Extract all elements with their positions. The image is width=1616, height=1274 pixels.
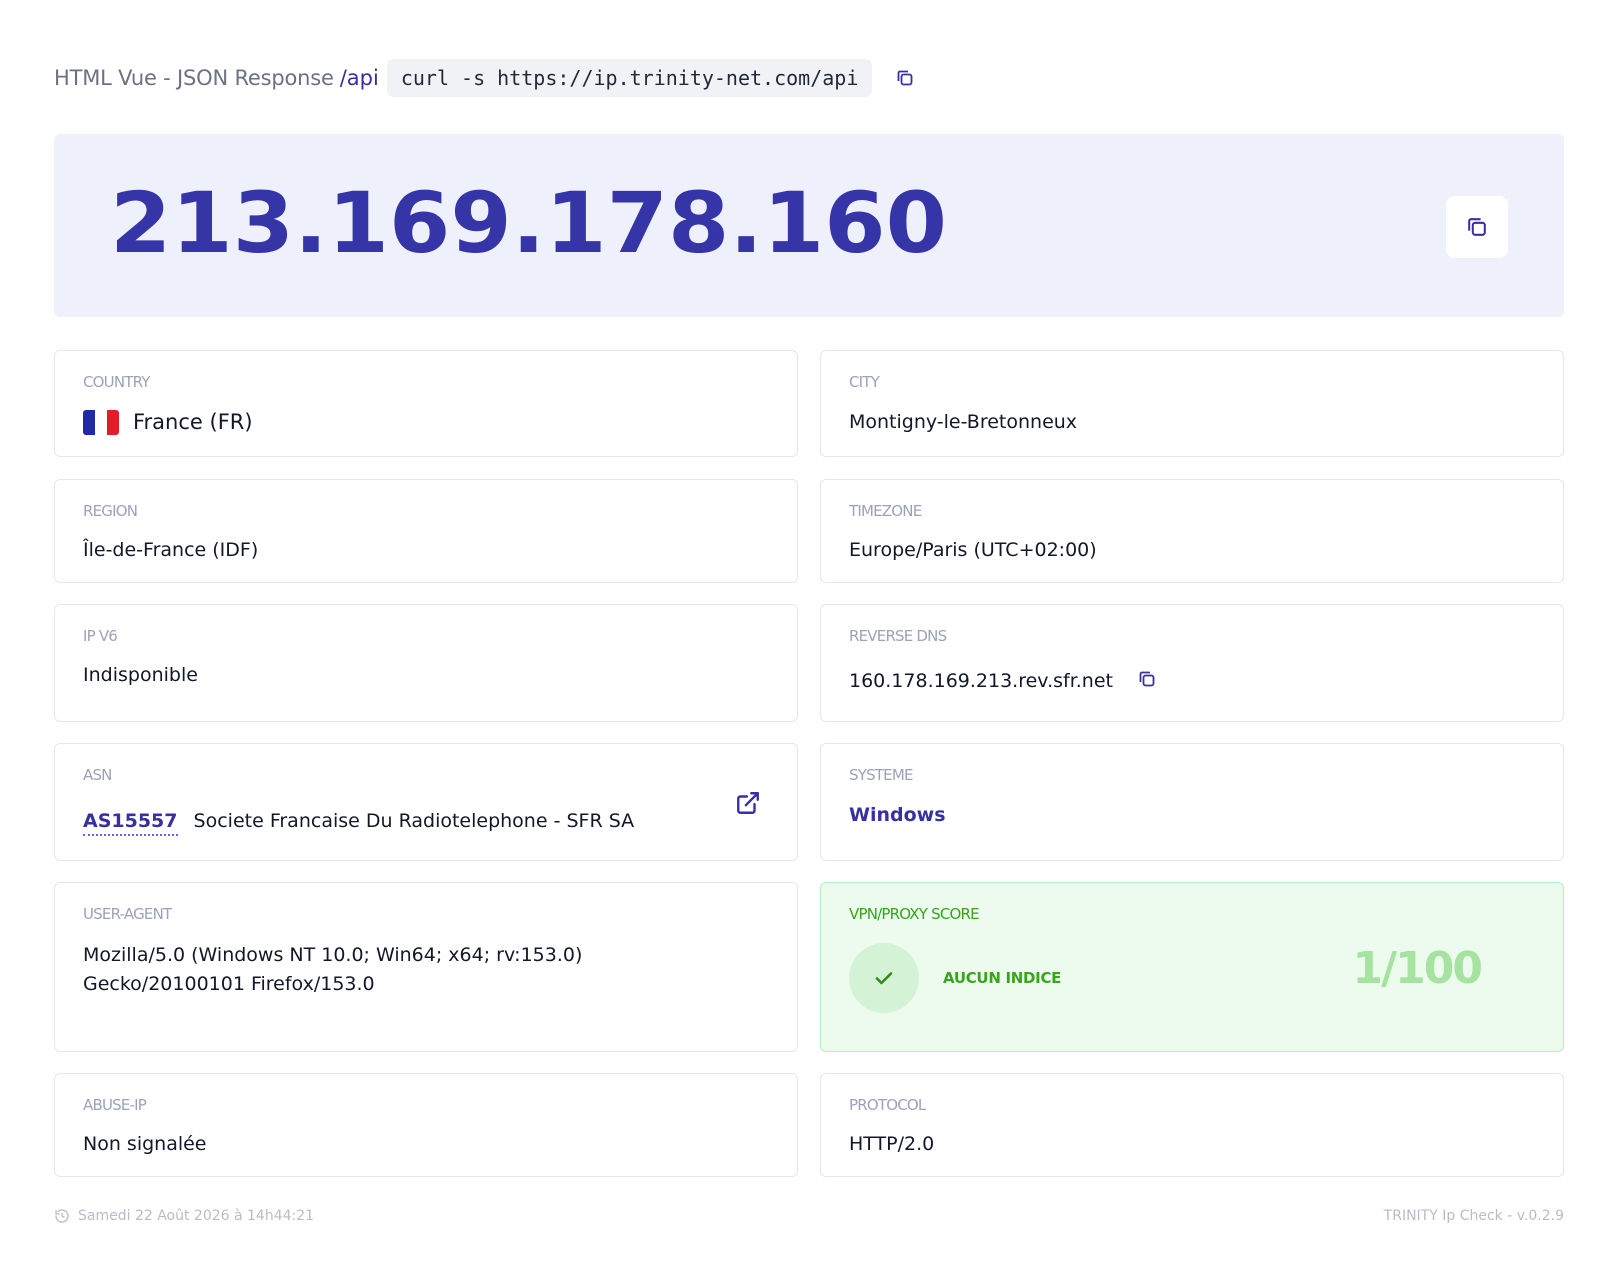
history-icon xyxy=(55,1209,69,1223)
abuse-ip-value: Non signalée xyxy=(83,1133,207,1155)
region-label: REGION xyxy=(83,502,138,520)
france-flag-icon xyxy=(83,409,119,435)
systeme-label: SYSTEME xyxy=(849,766,913,784)
country-value-row: France (FR) xyxy=(83,409,253,435)
copy-icon xyxy=(897,70,913,86)
external-link-icon xyxy=(737,792,759,814)
city-label: CITY xyxy=(849,373,880,391)
vpn-label: VPN/PROXY SCORE xyxy=(849,905,980,923)
systeme-value: Windows xyxy=(849,804,946,826)
asn-row: AS15557 Societe Francaise Du Radioteleph… xyxy=(83,810,635,836)
asn-number-link[interactable]: AS15557 xyxy=(83,810,178,836)
country-value: France (FR) xyxy=(133,410,253,434)
asn-name: Societe Francaise Du Radiotelephone - SF… xyxy=(193,810,635,832)
user-agent-card: USER-AGENT Mozilla/5.0 (Windows NT 10.0;… xyxy=(54,882,798,1052)
systeme-card: SYSTEME Windows xyxy=(820,743,1564,861)
mode-label: HTML Vue - JSON Response xyxy=(54,66,334,90)
vpn-score-value: 1/100 xyxy=(1352,943,1483,994)
abuse-ip-card: ABUSE-IP Non signalée xyxy=(54,1073,798,1177)
ipv6-card: IP V6 Indisponible xyxy=(54,604,798,722)
timezone-card: TIMEZONE Europe/Paris (UTC+02:00) xyxy=(820,479,1564,583)
vpn-score-card: VPN/PROXY SCORE AUCUN INDICE 1/100 xyxy=(820,882,1564,1052)
region-card: REGION Île-de-France (IDF) xyxy=(54,479,798,583)
reverse-dns-value[interactable]: 160.178.169.213.rev.sfr.net xyxy=(849,670,1113,692)
ipv6-label: IP V6 xyxy=(83,627,118,645)
country-label: COUNTRY xyxy=(83,373,150,391)
footer-timestamp-row: Samedi 22 Août 2026 à 14h44:21 xyxy=(54,1208,314,1224)
protocol-card: PROTOCOL HTTP/2.0 xyxy=(820,1073,1564,1177)
city-card: CITY Montigny-le-Bretonneux xyxy=(820,350,1564,457)
api-path[interactable]: /api xyxy=(339,66,379,90)
reverse-dns-label: REVERSE DNS xyxy=(849,627,947,645)
copy-icon xyxy=(1468,218,1486,236)
curl-command[interactable]: curl -s https://ip.trinity-net.com/api xyxy=(386,59,873,97)
ip-hero: 213.169.178.160 xyxy=(54,134,1564,317)
ipv6-value: Indisponible xyxy=(83,664,198,686)
api-bar: HTML Vue - JSON Response /api curl -s ht… xyxy=(54,58,918,98)
vpn-verdict: AUCUN INDICE xyxy=(943,969,1062,987)
abuse-ip-label: ABUSE-IP xyxy=(83,1096,147,1114)
timezone-label: TIMEZONE xyxy=(849,502,922,520)
footer-version: TRINITY Ip Check - v.0.2.9 xyxy=(1383,1208,1564,1224)
footer-timestamp: Samedi 22 Août 2026 à 14h44:21 xyxy=(78,1208,315,1224)
ip-address[interactable]: 213.169.178.160 xyxy=(110,174,947,272)
protocol-value: HTTP/2.0 xyxy=(849,1133,935,1155)
city-value: Montigny-le-Bretonneux xyxy=(849,411,1078,433)
copy-ip-button[interactable] xyxy=(1446,196,1508,258)
user-agent-label: USER-AGENT xyxy=(83,905,172,923)
protocol-label: PROTOCOL xyxy=(849,1096,926,1114)
timezone-value: Europe/Paris (UTC+02:00) xyxy=(849,539,1097,561)
copy-icon xyxy=(1139,671,1155,687)
asn-card: ASN AS15557 Societe Francaise Du Radiote… xyxy=(54,743,798,861)
user-agent-value: Mozilla/5.0 (Windows NT 10.0; Win64; x64… xyxy=(83,944,583,995)
reverse-dns-card: REVERSE DNS 160.178.169.213.rev.sfr.net xyxy=(820,604,1564,722)
region-value: Île-de-France (IDF) xyxy=(83,539,259,561)
country-card: COUNTRY France (FR) xyxy=(54,350,798,457)
reverse-dns-row: 160.178.169.213.rev.sfr.net xyxy=(849,669,1157,694)
check-icon xyxy=(875,972,893,985)
asn-label: ASN xyxy=(83,766,112,784)
asn-external-link-button[interactable] xyxy=(735,790,761,816)
copy-reverse-dns-button[interactable] xyxy=(1137,669,1157,694)
copy-curl-button[interactable] xyxy=(892,65,918,91)
vpn-status-badge xyxy=(849,943,919,1013)
